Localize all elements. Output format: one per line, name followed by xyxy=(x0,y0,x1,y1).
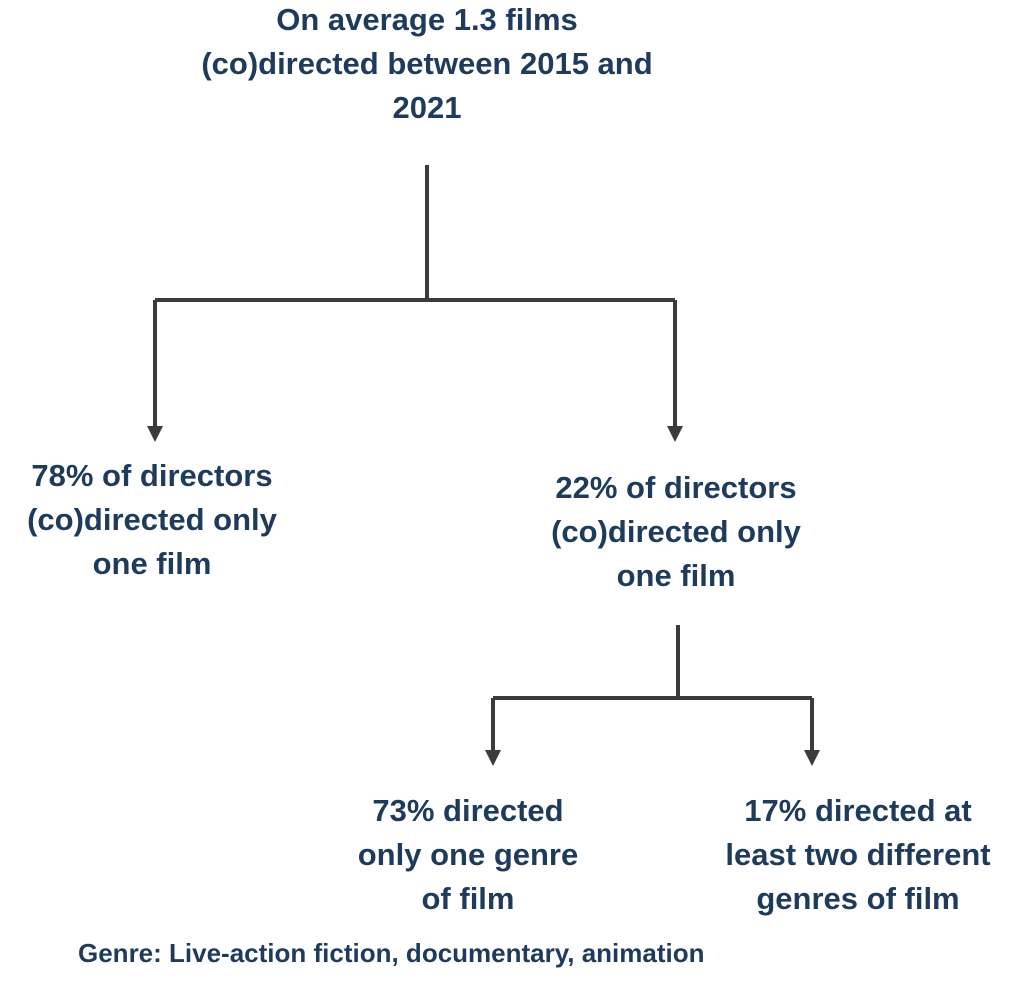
node-label: (co)directed only xyxy=(551,514,802,549)
node-label: 73% directed xyxy=(372,793,563,828)
node-label: of film xyxy=(422,881,515,916)
footer: Genre: Live-action fiction, documentary,… xyxy=(78,938,705,968)
node-label: 78% of directors xyxy=(31,458,272,493)
node-label: least two different xyxy=(725,837,990,872)
arrowhead xyxy=(147,426,163,442)
node-label: 22% of directors xyxy=(555,470,796,505)
node-label: 17% directed at xyxy=(744,793,971,828)
connector xyxy=(491,625,814,752)
node-label: (co)directed only xyxy=(27,502,278,537)
connector xyxy=(153,165,677,428)
node-label: only one genre xyxy=(358,837,578,872)
arrowhead xyxy=(485,750,501,766)
node-label: (co)directed between 2015 and xyxy=(201,46,652,81)
node-label: one film xyxy=(617,558,736,593)
node-label: On average 1.3 films xyxy=(276,2,578,37)
node-label: one film xyxy=(93,546,212,581)
arrowhead xyxy=(667,426,683,442)
connectors xyxy=(147,165,820,766)
node-label: genres of film xyxy=(756,881,959,916)
arrowhead xyxy=(804,750,820,766)
node-label: 2021 xyxy=(393,90,462,125)
